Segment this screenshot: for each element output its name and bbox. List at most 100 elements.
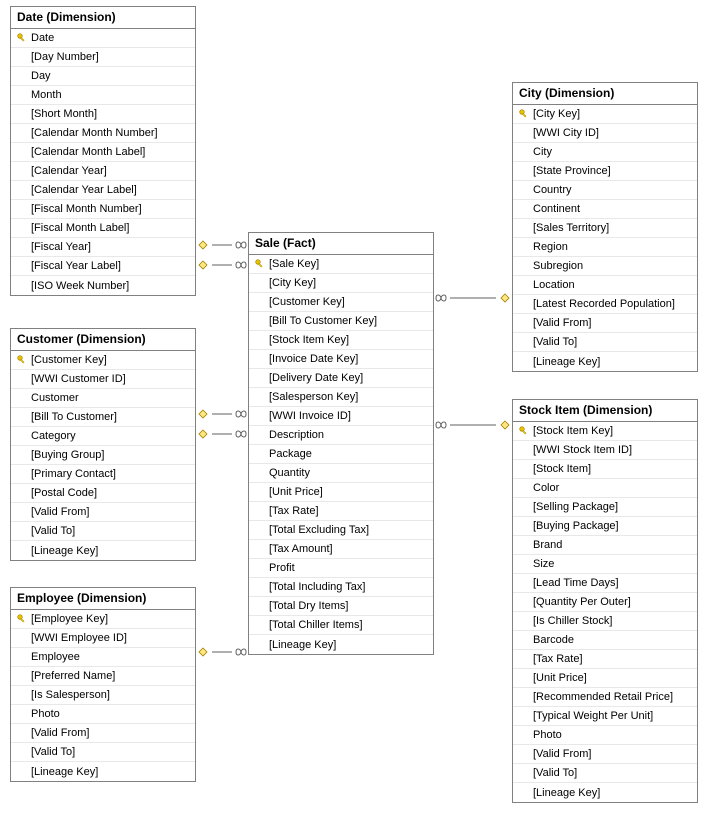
field-row[interactable]: Size	[513, 555, 697, 574]
field-row[interactable]: [Calendar Year Label]	[11, 181, 195, 200]
field-row[interactable]: Profit	[249, 559, 433, 578]
field-row[interactable]: [ISO Week Number]	[11, 276, 195, 295]
field-row[interactable]: [Lineage Key]	[249, 635, 433, 654]
field-row[interactable]: [Valid From]	[513, 314, 697, 333]
table-sale[interactable]: Sale (Fact) [Sale Key][City Key][Custome…	[248, 232, 434, 655]
field-row[interactable]: [Buying Group]	[11, 446, 195, 465]
field-row[interactable]: [Bill To Customer Key]	[249, 312, 433, 331]
field-row[interactable]: Photo	[11, 705, 195, 724]
field-row[interactable]: [Primary Contact]	[11, 465, 195, 484]
field-row[interactable]: [Valid To]	[11, 743, 195, 762]
field-row[interactable]: Day	[11, 67, 195, 86]
field-row[interactable]: [Fiscal Month Number]	[11, 200, 195, 219]
field-row[interactable]: [Total Chiller Items]	[249, 616, 433, 635]
table-customer[interactable]: Customer (Dimension) [Customer Key][WWI …	[10, 328, 196, 561]
field-row[interactable]: Customer	[11, 389, 195, 408]
field-row[interactable]: [Customer Key]	[11, 351, 195, 370]
field-row[interactable]: [Selling Package]	[513, 498, 697, 517]
field-row[interactable]: Barcode	[513, 631, 697, 650]
field-row[interactable]: [Lineage Key]	[11, 762, 195, 781]
field-row[interactable]: [Calendar Year]	[11, 162, 195, 181]
field-row[interactable]: [Lineage Key]	[11, 541, 195, 560]
field-row[interactable]: [Delivery Date Key]	[249, 369, 433, 388]
field-row[interactable]: Quantity	[249, 464, 433, 483]
field-row[interactable]: [Postal Code]	[11, 484, 195, 503]
table-title-customer[interactable]: Customer (Dimension)	[11, 329, 195, 351]
field-row[interactable]: [Valid To]	[513, 333, 697, 352]
field-row[interactable]: Package	[249, 445, 433, 464]
field-row[interactable]: [Unit Price]	[513, 669, 697, 688]
field-row[interactable]: [Tax Rate]	[513, 650, 697, 669]
field-row[interactable]: [City Key]	[513, 105, 697, 124]
field-row[interactable]: [Valid To]	[513, 764, 697, 783]
field-row[interactable]: [Preferred Name]	[11, 667, 195, 686]
field-row[interactable]: [Invoice Date Key]	[249, 350, 433, 369]
field-row[interactable]: Color	[513, 479, 697, 498]
field-row[interactable]: [Total Excluding Tax]	[249, 521, 433, 540]
field-row[interactable]: Employee	[11, 648, 195, 667]
field-row[interactable]: Subregion	[513, 257, 697, 276]
field-row[interactable]: [WWI City ID]	[513, 124, 697, 143]
field-row[interactable]: [Lineage Key]	[513, 783, 697, 802]
field-row[interactable]: [Is Salesperson]	[11, 686, 195, 705]
field-row[interactable]: [Stock Item]	[513, 460, 697, 479]
field-row[interactable]: [Valid From]	[11, 724, 195, 743]
field-row[interactable]: [Latest Recorded Population]	[513, 295, 697, 314]
field-row[interactable]: [Fiscal Year Label]	[11, 257, 195, 276]
field-row[interactable]: [Buying Package]	[513, 517, 697, 536]
field-row[interactable]: [Fiscal Month Label]	[11, 219, 195, 238]
table-date[interactable]: Date (Dimension) Date[Day Number]DayMont…	[10, 6, 196, 296]
field-row[interactable]: [Total Including Tax]	[249, 578, 433, 597]
field-row[interactable]: [Valid From]	[513, 745, 697, 764]
field-row[interactable]: [Customer Key]	[249, 293, 433, 312]
table-stockitem[interactable]: Stock Item (Dimension) [Stock Item Key][…	[512, 399, 698, 803]
table-title-stockitem[interactable]: Stock Item (Dimension)	[513, 400, 697, 422]
field-row[interactable]: [City Key]	[249, 274, 433, 293]
field-row[interactable]: Month	[11, 86, 195, 105]
table-title-employee[interactable]: Employee (Dimension)	[11, 588, 195, 610]
field-row[interactable]: [WWI Stock Item ID]	[513, 441, 697, 460]
field-row[interactable]: [Bill To Customer]	[11, 408, 195, 427]
field-row[interactable]: [Stock Item Key]	[249, 331, 433, 350]
field-row[interactable]: [Quantity Per Outer]	[513, 593, 697, 612]
field-row[interactable]: [WWI Customer ID]	[11, 370, 195, 389]
field-row[interactable]: [Lineage Key]	[513, 352, 697, 371]
field-row[interactable]: Brand	[513, 536, 697, 555]
field-row[interactable]: [Calendar Month Label]	[11, 143, 195, 162]
field-row[interactable]: [Short Month]	[11, 105, 195, 124]
field-row[interactable]: [Stock Item Key]	[513, 422, 697, 441]
field-row[interactable]: [Sales Territory]	[513, 219, 697, 238]
field-row[interactable]: [Sale Key]	[249, 255, 433, 274]
field-row[interactable]: [Lead Time Days]	[513, 574, 697, 593]
field-row[interactable]: City	[513, 143, 697, 162]
field-row[interactable]: Photo	[513, 726, 697, 745]
table-title-city[interactable]: City (Dimension)	[513, 83, 697, 105]
field-row[interactable]: [Employee Key]	[11, 610, 195, 629]
field-row[interactable]: [Unit Price]	[249, 483, 433, 502]
field-row[interactable]: [WWI Employee ID]	[11, 629, 195, 648]
field-row[interactable]: [Salesperson Key]	[249, 388, 433, 407]
field-row[interactable]: Region	[513, 238, 697, 257]
field-row[interactable]: [Day Number]	[11, 48, 195, 67]
table-employee[interactable]: Employee (Dimension) [Employee Key][WWI …	[10, 587, 196, 782]
field-row[interactable]: [Typical Weight Per Unit]	[513, 707, 697, 726]
field-row[interactable]: [Tax Rate]	[249, 502, 433, 521]
field-row[interactable]: [Fiscal Year]	[11, 238, 195, 257]
field-row[interactable]: Date	[11, 29, 195, 48]
table-title-date[interactable]: Date (Dimension)	[11, 7, 195, 29]
field-row[interactable]: [Total Dry Items]	[249, 597, 433, 616]
table-city[interactable]: City (Dimension) [City Key][WWI City ID]…	[512, 82, 698, 372]
field-row[interactable]: [Valid From]	[11, 503, 195, 522]
field-row[interactable]: [Tax Amount]	[249, 540, 433, 559]
field-row[interactable]: [Calendar Month Number]	[11, 124, 195, 143]
field-row[interactable]: Location	[513, 276, 697, 295]
field-row[interactable]: [WWI Invoice ID]	[249, 407, 433, 426]
field-row[interactable]: [Recommended Retail Price]	[513, 688, 697, 707]
field-row[interactable]: Country	[513, 181, 697, 200]
table-title-sale[interactable]: Sale (Fact)	[249, 233, 433, 255]
field-row[interactable]: Continent	[513, 200, 697, 219]
field-row[interactable]: [Valid To]	[11, 522, 195, 541]
field-row[interactable]: Description	[249, 426, 433, 445]
field-row[interactable]: Category	[11, 427, 195, 446]
field-row[interactable]: [State Province]	[513, 162, 697, 181]
